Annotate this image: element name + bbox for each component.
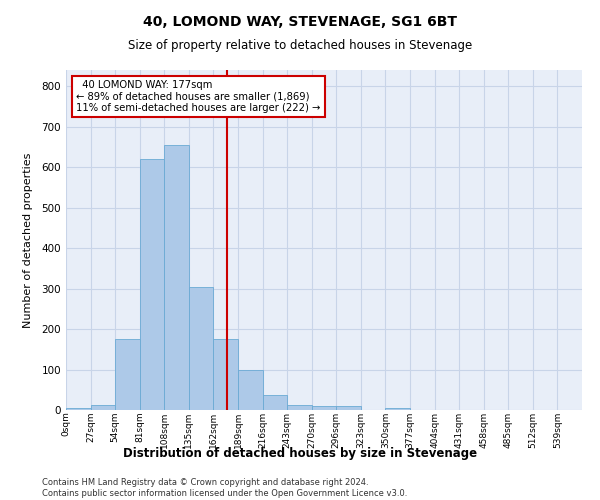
Text: 40, LOMOND WAY, STEVENAGE, SG1 6BT: 40, LOMOND WAY, STEVENAGE, SG1 6BT [143, 15, 457, 29]
Bar [312, 406, 336, 410]
Bar [385, 408, 410, 410]
Bar [91, 404, 115, 410]
Text: Size of property relative to detached houses in Stevenage: Size of property relative to detached ho… [128, 39, 472, 52]
Bar [238, 370, 263, 410]
Text: Distribution of detached houses by size in Stevenage: Distribution of detached houses by size … [123, 448, 477, 460]
Bar [164, 145, 189, 410]
Text: 40 LOMOND WAY: 177sqm
← 89% of detached houses are smaller (1,869)
11% of semi-d: 40 LOMOND WAY: 177sqm ← 89% of detached … [76, 80, 320, 114]
Bar [336, 406, 361, 410]
Bar [287, 404, 312, 410]
Y-axis label: Number of detached properties: Number of detached properties [23, 152, 33, 328]
Bar [115, 339, 140, 410]
Bar [214, 339, 238, 410]
Text: Contains HM Land Registry data © Crown copyright and database right 2024.
Contai: Contains HM Land Registry data © Crown c… [42, 478, 407, 498]
Bar [140, 159, 164, 410]
Bar [66, 408, 91, 410]
Bar [189, 286, 214, 410]
Bar [263, 394, 287, 410]
